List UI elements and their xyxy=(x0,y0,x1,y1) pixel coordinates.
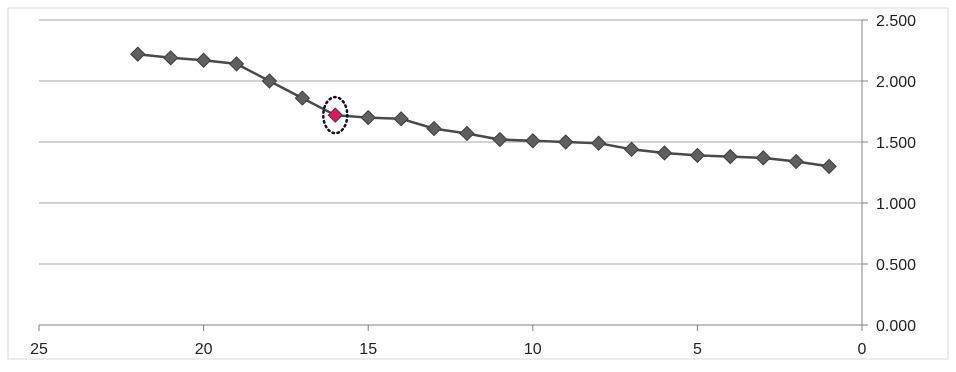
x-tick-label: 10 xyxy=(524,341,542,358)
data-point xyxy=(261,73,278,89)
data-point xyxy=(525,133,541,149)
data-point xyxy=(821,158,837,175)
y-tick-label: 2.500 xyxy=(876,13,916,30)
x-tick-label: 20 xyxy=(195,341,213,358)
data-point xyxy=(195,52,212,68)
data-point xyxy=(360,109,376,126)
markers-group xyxy=(130,46,837,175)
highlight-ellipse xyxy=(322,95,349,135)
data-point xyxy=(689,147,706,164)
gridlines xyxy=(39,19,862,265)
data-point xyxy=(623,141,640,158)
y-tick-label: 0.500 xyxy=(876,257,916,274)
axes xyxy=(38,19,868,331)
data-point xyxy=(459,125,475,142)
data-point xyxy=(788,153,804,170)
data-point xyxy=(393,111,409,127)
data-point xyxy=(492,131,508,148)
data-point xyxy=(558,134,574,150)
y-tick-label: 1.000 xyxy=(876,196,916,213)
x-tick-label: 15 xyxy=(359,341,377,358)
data-point xyxy=(722,148,739,165)
highlight-group xyxy=(322,95,349,135)
data-point xyxy=(590,135,607,151)
series-line xyxy=(137,52,830,168)
data-point xyxy=(228,56,245,72)
x-tick-labels: 25 20 15 10 5 0 xyxy=(30,341,866,358)
data-point xyxy=(162,50,179,66)
x-tick-label: 25 xyxy=(30,341,48,358)
data-point xyxy=(294,90,311,106)
data-point xyxy=(130,46,146,62)
data-point xyxy=(426,120,442,137)
series-group xyxy=(137,52,830,168)
data-point xyxy=(656,145,673,161)
y-tick-label: 0.000 xyxy=(876,318,916,335)
data-point xyxy=(755,150,771,166)
highlight-marker xyxy=(327,107,343,123)
x-tick-label: 5 xyxy=(693,341,702,358)
y-tick-labels: 0.000 0.500 1.000 1.500 2.000 2.500 xyxy=(876,13,916,335)
y-tick-label: 1.500 xyxy=(876,135,916,152)
y-tick-label: 2.000 xyxy=(876,74,916,91)
x-tick-label: 0 xyxy=(858,341,867,358)
chart-border xyxy=(7,7,949,360)
